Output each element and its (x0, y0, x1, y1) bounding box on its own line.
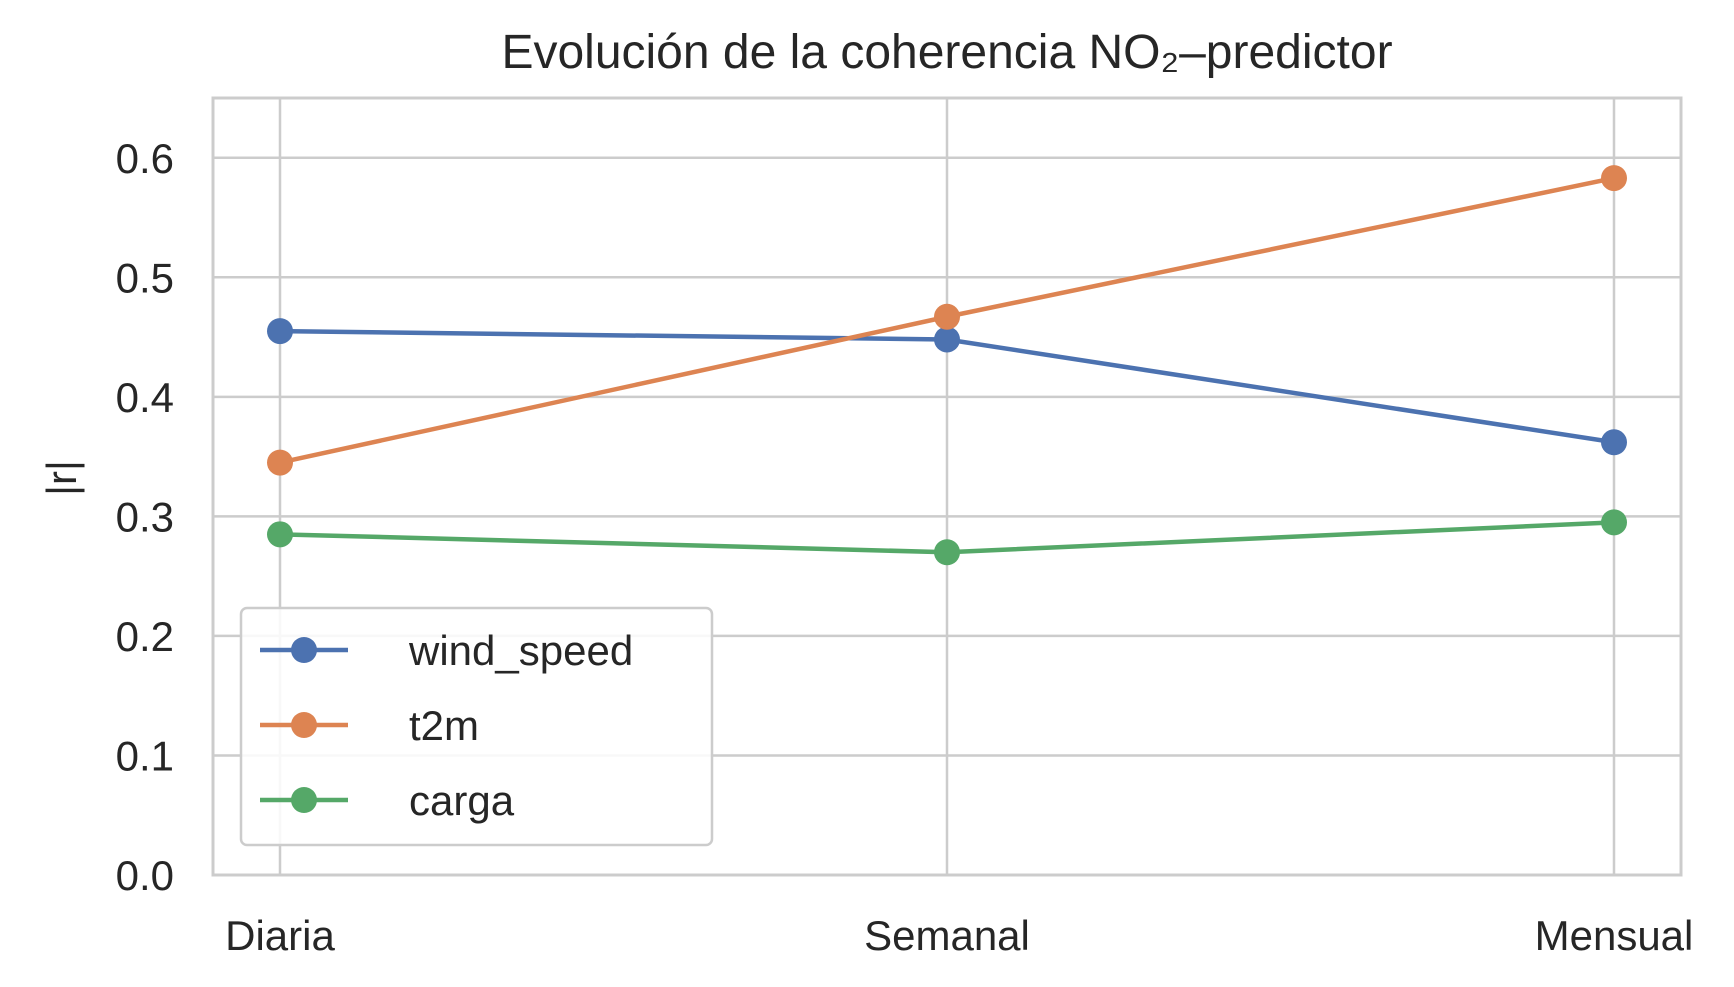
x-axis-ticks: Diaria Semanal Mensual (225, 912, 1693, 959)
y-tick-label: 0.3 (116, 493, 174, 540)
series-layer (267, 165, 1627, 566)
legend-label: wind_speed (408, 627, 633, 674)
data-point-wind_speed (1601, 429, 1627, 456)
y-tick-label: 0.4 (116, 374, 174, 421)
y-tick-label: 0.2 (116, 613, 174, 660)
data-point-carga (267, 521, 293, 548)
data-point-t2m (934, 303, 960, 330)
y-axis-ticks: 0.0 0.1 0.2 0.3 0.4 0.5 0.6 (116, 135, 174, 899)
data-point-wind_speed (934, 326, 960, 353)
y-tick-label: 0.5 (116, 254, 174, 301)
data-point-carga (1601, 509, 1627, 536)
legend-marker-wind_speed (291, 637, 317, 663)
legend: wind_speed t2m carga (239, 606, 714, 847)
x-tick-label: Diaria (225, 912, 335, 959)
legend-label: t2m (409, 702, 479, 749)
legend-box (239, 606, 714, 847)
legend-marker-carga (291, 787, 317, 813)
data-point-t2m (1601, 165, 1627, 192)
y-axis-label: |r| (38, 460, 85, 496)
x-tick-label: Semanal (864, 912, 1030, 959)
x-tick-label: Mensual (1535, 912, 1694, 959)
legend-label: carga (409, 777, 515, 824)
y-tick-label: 0.0 (116, 852, 174, 899)
chart-title: Evolución de la coherencia NO₂–predictor (501, 26, 1392, 79)
data-point-wind_speed (267, 318, 293, 345)
data-point-t2m (267, 449, 293, 476)
y-tick-label: 0.6 (116, 135, 174, 182)
data-point-carga (934, 539, 960, 566)
legend-marker-t2m (291, 712, 317, 738)
plot-frame (211, 96, 1683, 877)
y-tick-label: 0.1 (116, 732, 174, 779)
